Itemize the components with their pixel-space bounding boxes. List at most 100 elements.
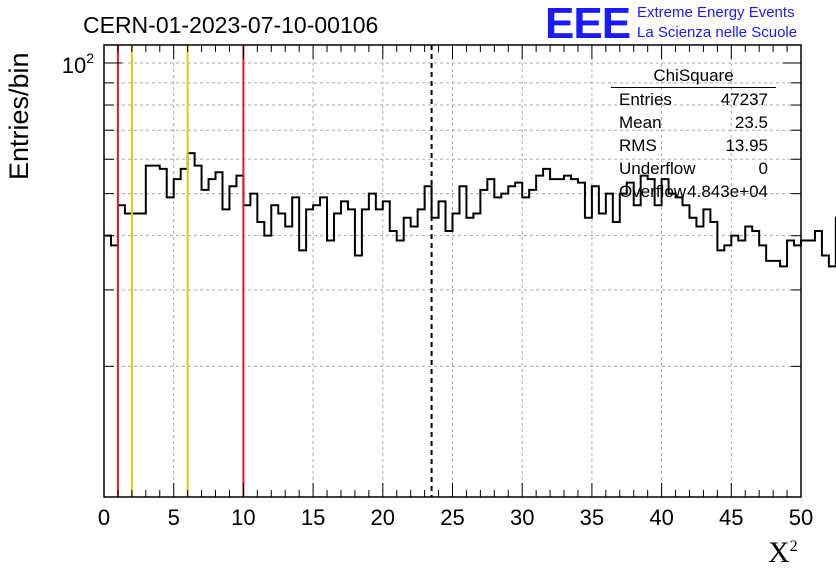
histogram-bin — [578, 183, 585, 497]
histogram-bin — [250, 194, 257, 497]
x-axis-label: X2 — [768, 536, 798, 570]
histogram-bin — [606, 194, 613, 497]
histogram-bin — [808, 240, 815, 497]
histogram-bin — [473, 213, 480, 497]
histogram-bin — [759, 245, 766, 497]
histogram-bin — [292, 197, 299, 497]
x-tick-label: 20 — [371, 505, 395, 530]
x-tick-label: 35 — [580, 505, 604, 530]
histogram-bin — [829, 266, 836, 497]
histogram-bin — [334, 213, 341, 497]
histogram-bin — [683, 205, 690, 497]
histogram-bin — [362, 209, 369, 497]
histogram-bin — [710, 222, 717, 497]
histogram-bin — [696, 226, 703, 497]
x-tick-label: 40 — [649, 505, 673, 530]
histogram-bin — [620, 194, 627, 497]
histogram-bin — [446, 231, 453, 497]
histogram-bin — [216, 172, 223, 497]
histogram-bin — [655, 205, 662, 497]
logo-line-2: La Scienza nelle Scuole — [637, 24, 797, 41]
histogram-bin — [202, 190, 209, 497]
histogram-bin — [801, 240, 808, 497]
histogram-bin — [689, 218, 696, 497]
histogram-bin — [188, 153, 195, 497]
histogram-bin — [557, 179, 564, 497]
histogram-bin — [752, 231, 759, 497]
x-tick-label: 0 — [98, 505, 110, 530]
histogram-bin — [766, 261, 773, 497]
histogram-bin — [118, 205, 125, 497]
histogram-bin — [271, 205, 278, 497]
run-title: CERN-01-2023-07-10-00106 — [83, 12, 378, 39]
x-tick-label: 45 — [719, 505, 743, 530]
x-tick-label: 50 — [789, 505, 813, 530]
histogram-bin — [487, 179, 494, 497]
histogram-bin — [341, 201, 348, 497]
histogram-bin — [453, 213, 460, 497]
histogram-bin — [571, 179, 578, 497]
histogram-bin — [243, 205, 250, 497]
histogram-bin — [139, 213, 146, 497]
histogram-bin — [167, 197, 174, 497]
histogram-bin — [132, 213, 139, 497]
histogram-bin — [480, 190, 487, 497]
histogram-bin — [257, 222, 264, 497]
histogram-bin — [822, 256, 829, 497]
histogram-bin — [703, 209, 710, 497]
histogram-bin — [613, 222, 620, 497]
histogram-bin — [327, 240, 334, 497]
histogram-bin — [641, 176, 648, 497]
histogram-bin — [515, 183, 522, 497]
histogram-bin — [459, 186, 466, 497]
histogram-bin — [466, 218, 473, 497]
histogram-bin — [111, 245, 118, 497]
histogram-bin — [780, 266, 787, 497]
stats-row: Mean 23.5 — [611, 113, 776, 136]
histogram-bin — [794, 245, 801, 497]
histogram-bin — [439, 201, 446, 497]
histogram-bin — [717, 250, 724, 497]
histogram-bin — [369, 194, 376, 497]
histogram-bin — [146, 166, 153, 497]
histogram-bin — [773, 261, 780, 497]
histogram-bin — [425, 186, 432, 497]
histogram-bin — [676, 197, 683, 497]
histogram-bin — [397, 240, 404, 497]
histogram-bin — [306, 209, 313, 497]
histogram-bin — [313, 205, 320, 497]
histogram-bin — [181, 169, 188, 497]
histogram-bin — [125, 213, 132, 497]
histogram-bin — [585, 218, 592, 497]
histogram-bin — [745, 226, 752, 497]
histogram-bin — [724, 245, 731, 497]
histogram-bin — [320, 197, 327, 497]
histogram-bin — [550, 179, 557, 497]
x-tick-label: 10 — [231, 505, 255, 530]
histogram-bin — [209, 179, 216, 497]
x-tick-label: 5 — [168, 505, 180, 530]
histogram-bin — [299, 250, 306, 497]
y-tick-label: 102 — [62, 50, 94, 78]
logo-line-1: Extreme Energy Events — [637, 4, 795, 21]
histogram-bin — [376, 209, 383, 497]
x-tick-label: 30 — [510, 505, 534, 530]
stats-row: Underflow 0 — [611, 159, 776, 182]
histogram-bin — [815, 231, 822, 497]
stats-row: RMS 13.95 — [611, 136, 776, 159]
histogram-bin — [627, 183, 634, 497]
histogram-bin — [174, 179, 181, 497]
histogram-bin — [348, 209, 355, 497]
histogram-bin — [195, 166, 202, 497]
eee-logo: EEE — [545, 2, 630, 46]
histogram-bin — [355, 256, 362, 497]
histogram-bin — [501, 194, 508, 497]
histogram-bin — [662, 179, 669, 497]
histogram-bin — [418, 209, 425, 497]
histogram-bin — [383, 201, 390, 497]
histogram-bin — [669, 194, 676, 497]
x-tick-label: 25 — [440, 505, 464, 530]
histogram-bin — [160, 169, 167, 497]
histogram-bin — [278, 213, 285, 497]
histogram-bin — [738, 240, 745, 497]
